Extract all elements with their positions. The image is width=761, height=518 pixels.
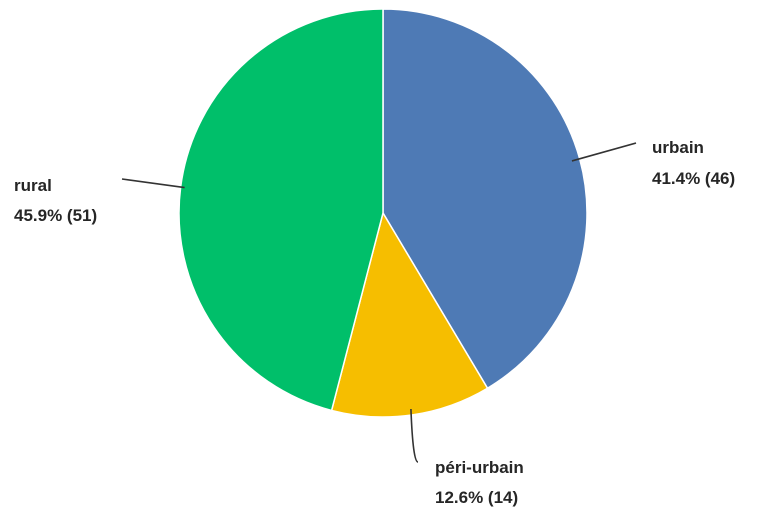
slices-layer <box>178 8 588 418</box>
leaders-layer <box>121 142 637 463</box>
slice-label-urbain: urbain <box>652 138 704 157</box>
leader-line-2 <box>121 178 185 189</box>
slice-value-urbain: 41.4% (46) <box>652 169 735 188</box>
slice-value-rural: 45.9% (51) <box>14 206 97 225</box>
leader-line-1 <box>410 408 419 463</box>
leader-line-0 <box>571 142 637 162</box>
slice-label-peri-urbain: péri-urbain <box>435 458 524 477</box>
labels-layer: urbain 41.4% (46) péri-urbain 12.6% (14)… <box>14 138 735 507</box>
slice-label-rural: rural <box>14 176 52 195</box>
slice-value-peri-urbain: 12.6% (14) <box>435 488 518 507</box>
